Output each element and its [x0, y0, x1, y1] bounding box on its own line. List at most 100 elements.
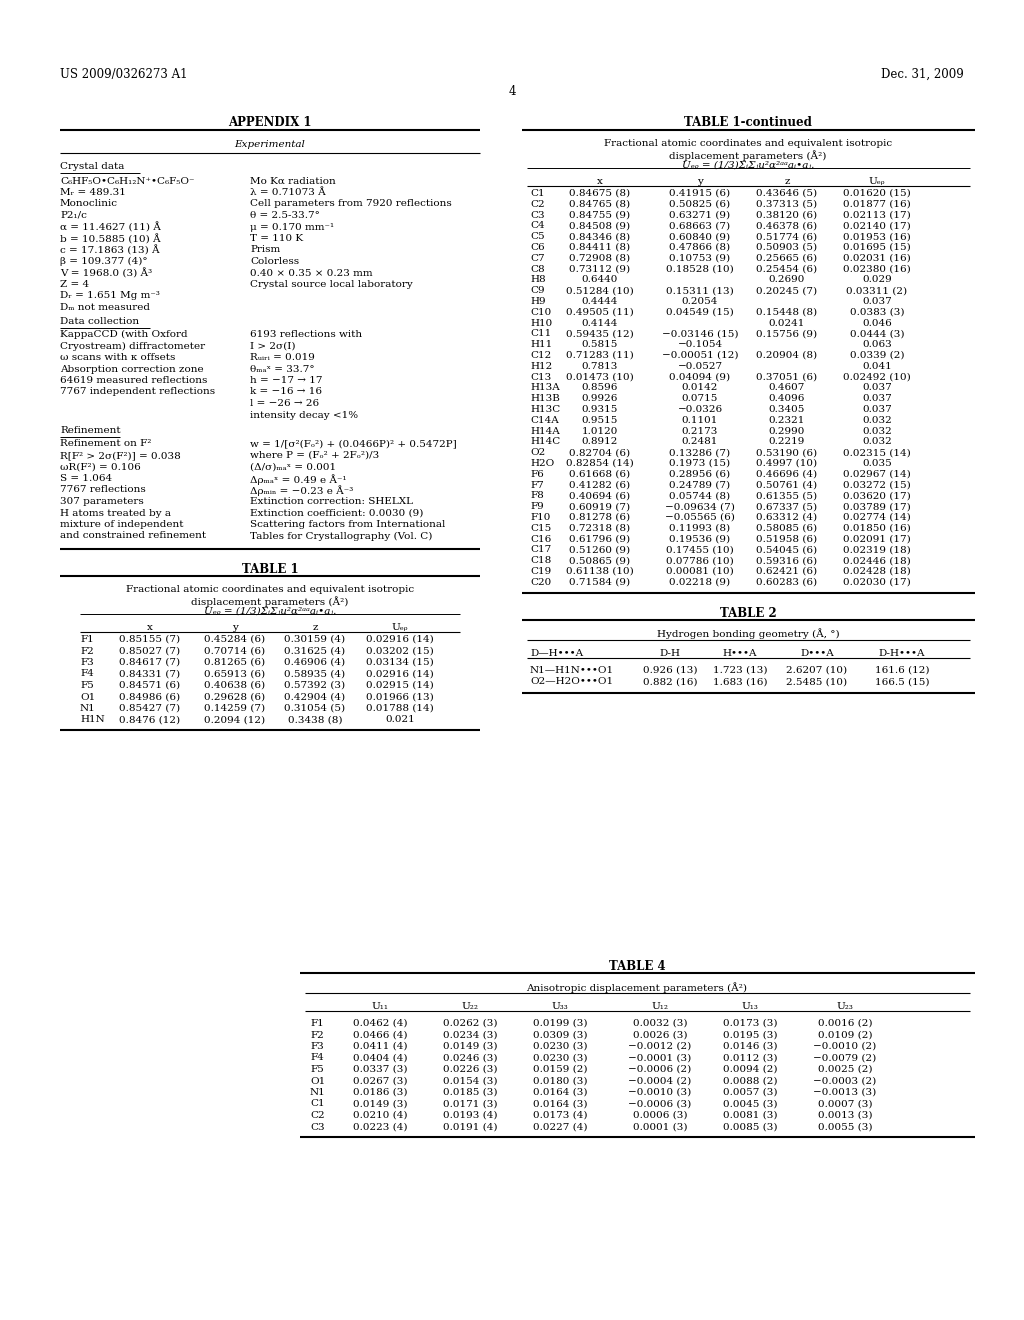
Text: 0.60283 (6): 0.60283 (6): [757, 578, 817, 587]
Text: F9: F9: [530, 502, 544, 511]
Text: 0.4997 (10): 0.4997 (10): [757, 459, 817, 469]
Text: H10: H10: [530, 318, 552, 327]
Text: Colorless: Colorless: [250, 257, 299, 267]
Text: 0.18528 (10): 0.18528 (10): [667, 264, 734, 273]
Text: D-H•••A: D-H•••A: [879, 648, 926, 657]
Text: 0.0185 (3): 0.0185 (3): [442, 1088, 498, 1097]
Text: 0.71584 (9): 0.71584 (9): [569, 578, 631, 587]
Text: Anisotropic displacement parameters (Å²): Anisotropic displacement parameters (Å²): [526, 982, 748, 993]
Text: 0.0016 (2): 0.0016 (2): [818, 1019, 872, 1028]
Text: 0.041: 0.041: [862, 362, 892, 371]
Text: 0.02030 (17): 0.02030 (17): [843, 578, 911, 587]
Text: 0.67337 (5): 0.67337 (5): [757, 502, 817, 511]
Text: 0.0383 (3): 0.0383 (3): [850, 308, 904, 317]
Text: C3: C3: [530, 211, 545, 219]
Text: 0.28956 (6): 0.28956 (6): [670, 470, 730, 479]
Text: 0.51958 (6): 0.51958 (6): [757, 535, 817, 544]
Text: 0.8596: 0.8596: [582, 383, 618, 392]
Text: Mo Kα radiation: Mo Kα radiation: [250, 177, 336, 186]
Text: 0.84331 (7): 0.84331 (7): [120, 669, 180, 678]
Text: θ = 2.5-33.7°: θ = 2.5-33.7°: [250, 211, 319, 220]
Text: 0.037: 0.037: [862, 405, 892, 414]
Text: 0.8476 (12): 0.8476 (12): [120, 715, 180, 725]
Text: N1: N1: [310, 1088, 326, 1097]
Text: 0.037: 0.037: [862, 395, 892, 403]
Text: Δρₘᵢₙ = −0.23 e Å⁻³: Δρₘᵢₙ = −0.23 e Å⁻³: [250, 486, 353, 496]
Text: 0.82704 (6): 0.82704 (6): [569, 449, 631, 457]
Text: 0.01788 (14): 0.01788 (14): [367, 704, 434, 713]
Text: 0.84765 (8): 0.84765 (8): [569, 199, 631, 209]
Text: F3: F3: [310, 1041, 324, 1051]
Text: 0.59316 (6): 0.59316 (6): [757, 556, 817, 565]
Text: C4: C4: [530, 222, 545, 231]
Text: 0.02916 (14): 0.02916 (14): [367, 635, 434, 644]
Text: C19: C19: [530, 568, 551, 576]
Text: 0.037: 0.037: [862, 297, 892, 306]
Text: 0.0057 (3): 0.0057 (3): [723, 1088, 777, 1097]
Text: H13C: H13C: [530, 405, 560, 414]
Text: y: y: [697, 177, 702, 186]
Text: 0.0411 (4): 0.0411 (4): [352, 1041, 408, 1051]
Text: 0.0173 (4): 0.0173 (4): [532, 1111, 587, 1119]
Text: 0.53190 (6): 0.53190 (6): [757, 449, 817, 457]
Text: h = −17 → 17: h = −17 → 17: [250, 376, 323, 385]
Text: 0.25665 (6): 0.25665 (6): [757, 253, 817, 263]
Text: 0.51260 (9): 0.51260 (9): [569, 545, 631, 554]
Text: −0.0006 (2): −0.0006 (2): [629, 1065, 691, 1074]
Text: D•••A: D•••A: [800, 648, 834, 657]
Text: 0.0262 (3): 0.0262 (3): [442, 1019, 498, 1028]
Text: 0.0094 (2): 0.0094 (2): [723, 1065, 777, 1074]
Text: 0.9926: 0.9926: [582, 395, 618, 403]
Text: C13: C13: [530, 372, 551, 381]
Text: Uₑᵨ: Uₑᵨ: [392, 623, 409, 632]
Text: 0.0180 (3): 0.0180 (3): [532, 1077, 587, 1085]
Text: b = 10.5885 (10) Å: b = 10.5885 (10) Å: [60, 234, 161, 244]
Text: 0.02774 (14): 0.02774 (14): [843, 513, 911, 521]
Text: 0.882 (16): 0.882 (16): [643, 677, 697, 686]
Text: F3: F3: [80, 657, 94, 667]
Text: TABLE 2: TABLE 2: [720, 607, 776, 619]
Text: 0.029: 0.029: [862, 276, 892, 284]
Text: Extinction coefficient: 0.0030 (9): Extinction coefficient: 0.0030 (9): [250, 508, 423, 517]
Text: Extinction correction: SHELXL: Extinction correction: SHELXL: [250, 498, 413, 506]
Text: C5: C5: [530, 232, 545, 242]
Text: 0.8912: 0.8912: [582, 437, 618, 446]
Text: −0.0527: −0.0527: [678, 362, 723, 371]
Text: 0.3405: 0.3405: [769, 405, 805, 414]
Text: 0.4096: 0.4096: [769, 395, 805, 403]
Text: 0.45284 (6): 0.45284 (6): [205, 635, 265, 644]
Text: 0.19536 (9): 0.19536 (9): [670, 535, 730, 544]
Text: TABLE 1: TABLE 1: [242, 564, 298, 576]
Text: Refinement on F²: Refinement on F²: [60, 440, 152, 449]
Text: C1: C1: [530, 189, 545, 198]
Text: Uₑᵨ = (1/3)ΣᵢΣⱼu²α²ᵃᵃaᵢ•aⱼ.: Uₑᵨ = (1/3)ΣᵢΣⱼu²α²ᵃᵃaᵢ•aⱼ.: [682, 161, 814, 170]
Text: Dec. 31, 2009: Dec. 31, 2009: [882, 69, 964, 81]
Text: 0.926 (13): 0.926 (13): [643, 665, 697, 675]
Text: 0.0195 (3): 0.0195 (3): [723, 1031, 777, 1040]
Text: F8: F8: [530, 491, 544, 500]
Text: 0.2321: 0.2321: [769, 416, 805, 425]
Text: −0.0001 (3): −0.0001 (3): [629, 1053, 691, 1063]
Text: 0.47866 (8): 0.47866 (8): [670, 243, 730, 252]
Text: 0.15311 (13): 0.15311 (13): [667, 286, 734, 296]
Text: F2: F2: [310, 1031, 324, 1040]
Text: y: y: [232, 623, 238, 632]
Text: U₁₃: U₁₃: [741, 1002, 759, 1011]
Text: 0.58085 (6): 0.58085 (6): [757, 524, 817, 533]
Text: −0.00051 (12): −0.00051 (12): [662, 351, 738, 360]
Text: 0.0032 (3): 0.0032 (3): [633, 1019, 687, 1028]
Text: 0.01966 (13): 0.01966 (13): [367, 693, 434, 701]
Text: 0.84508 (9): 0.84508 (9): [569, 222, 631, 231]
Text: 0.02319 (18): 0.02319 (18): [843, 545, 911, 554]
Text: 0.61138 (10): 0.61138 (10): [566, 568, 634, 576]
Text: z: z: [784, 177, 790, 186]
Text: −0.0012 (2): −0.0012 (2): [629, 1041, 691, 1051]
Text: 0.0006 (3): 0.0006 (3): [633, 1111, 687, 1119]
Text: U₁₁: U₁₁: [372, 1002, 388, 1011]
Text: F7: F7: [530, 480, 544, 490]
Text: 0.01877 (16): 0.01877 (16): [843, 199, 911, 209]
Text: 0.00081 (10): 0.00081 (10): [667, 568, 734, 576]
Text: H•••A: H•••A: [723, 648, 758, 657]
Text: 0.46696 (4): 0.46696 (4): [757, 470, 817, 479]
Text: 0.0404 (4): 0.0404 (4): [352, 1053, 408, 1063]
